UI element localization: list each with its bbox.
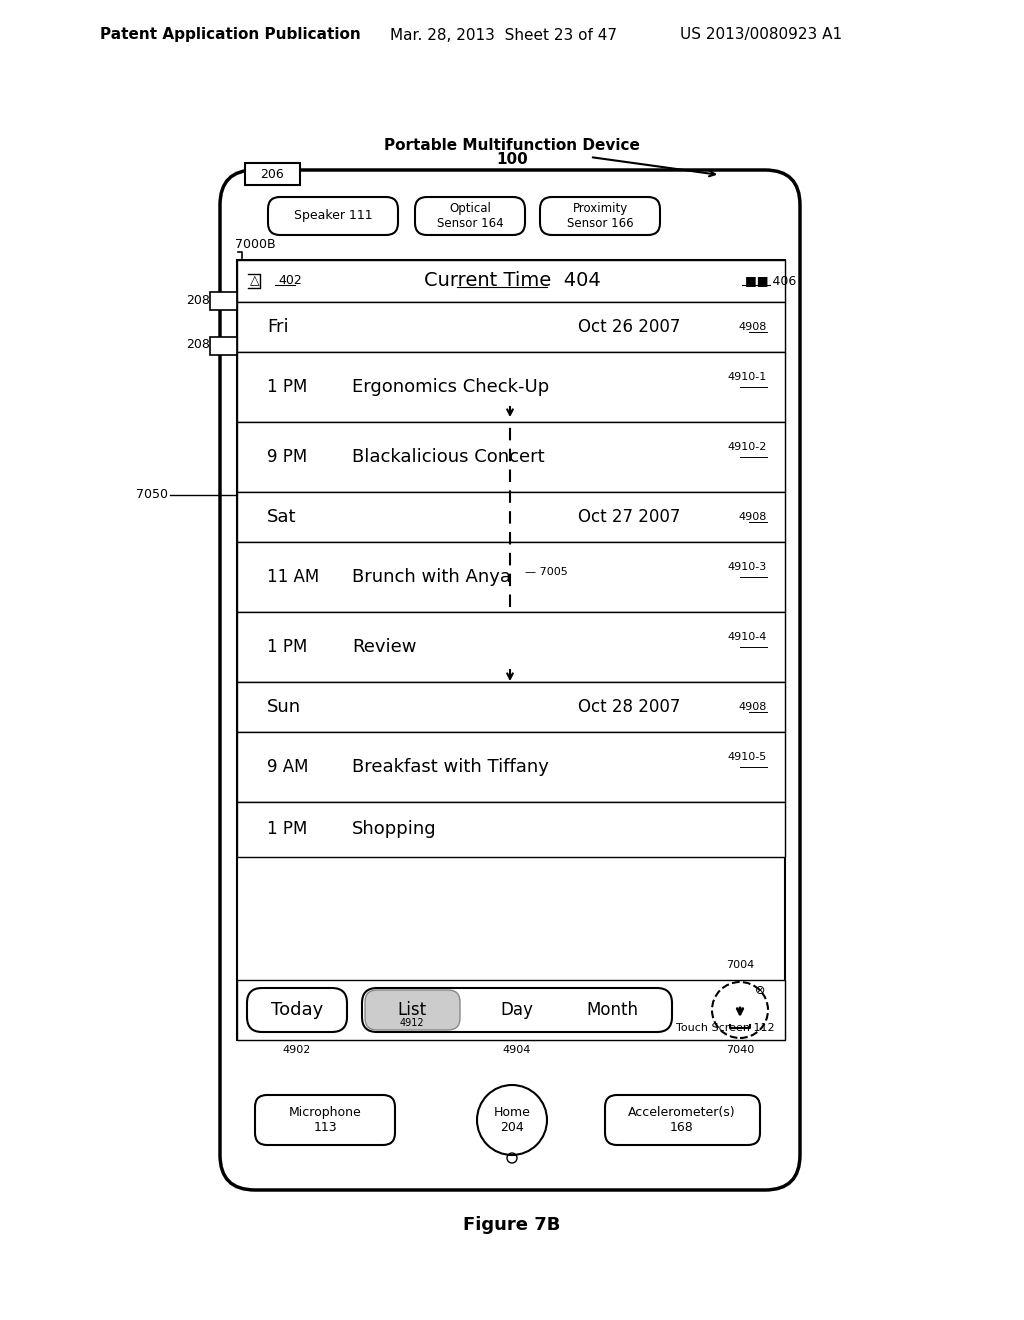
- Text: Today: Today: [271, 1001, 324, 1019]
- Text: Patent Application Publication: Patent Application Publication: [100, 28, 360, 42]
- Text: Optical
Sensor 164: Optical Sensor 164: [436, 202, 504, 230]
- Bar: [237, 302, 785, 352]
- Text: 4912: 4912: [399, 1018, 424, 1028]
- Text: 4910-2: 4910-2: [728, 442, 767, 451]
- Text: Blackalicious Concert: Blackalicious Concert: [352, 447, 545, 466]
- Text: 208: 208: [186, 338, 210, 351]
- Bar: [237, 682, 785, 733]
- Text: Brunch with Anya: Brunch with Anya: [352, 568, 511, 586]
- Text: 4910-5: 4910-5: [728, 752, 767, 762]
- Text: Fri: Fri: [267, 318, 289, 337]
- Text: Oct 27 2007: Oct 27 2007: [578, 508, 680, 525]
- Text: US 2013/0080923 A1: US 2013/0080923 A1: [680, 28, 842, 42]
- Text: Proximity
Sensor 166: Proximity Sensor 166: [566, 202, 633, 230]
- Bar: [237, 422, 785, 492]
- Text: 1 PM: 1 PM: [267, 378, 307, 396]
- FancyBboxPatch shape: [605, 1096, 760, 1144]
- Text: Home
204: Home 204: [494, 1106, 530, 1134]
- Text: Portable Multifunction Device: Portable Multifunction Device: [384, 137, 640, 153]
- Bar: [237, 979, 785, 1040]
- Text: 7000B: 7000B: [234, 239, 275, 252]
- Text: — 7005: — 7005: [525, 568, 567, 577]
- Text: 402: 402: [278, 275, 302, 288]
- Text: 4910-1: 4910-1: [728, 372, 767, 381]
- Text: Oct 26 2007: Oct 26 2007: [578, 318, 680, 337]
- Text: 100: 100: [496, 153, 528, 168]
- Text: 4908: 4908: [738, 322, 767, 333]
- FancyBboxPatch shape: [220, 170, 800, 1191]
- Text: ■■ 406: ■■ 406: [745, 275, 797, 288]
- Text: List: List: [397, 1001, 427, 1019]
- Text: 4908: 4908: [738, 702, 767, 711]
- FancyBboxPatch shape: [415, 197, 525, 235]
- Bar: [237, 352, 785, 422]
- Text: 4910-4: 4910-4: [728, 632, 767, 642]
- Text: 1 PM: 1 PM: [267, 821, 307, 838]
- Text: 4910-3: 4910-3: [728, 562, 767, 572]
- Text: 4908: 4908: [738, 512, 767, 521]
- Text: 1 PM: 1 PM: [267, 638, 307, 656]
- FancyBboxPatch shape: [268, 197, 398, 235]
- Bar: [245, 162, 300, 185]
- Text: Speaker 111: Speaker 111: [294, 210, 373, 223]
- Bar: [210, 292, 237, 310]
- Bar: [237, 612, 785, 682]
- Text: Breakfast with Tiffany: Breakfast with Tiffany: [352, 758, 549, 776]
- Text: Ergonomics Check-Up: Ergonomics Check-Up: [352, 378, 549, 396]
- Text: Shopping: Shopping: [352, 821, 436, 838]
- FancyBboxPatch shape: [255, 1096, 395, 1144]
- Text: Current Time  404: Current Time 404: [424, 272, 600, 290]
- Text: 4902: 4902: [283, 1045, 311, 1055]
- Text: Sun: Sun: [267, 698, 301, 715]
- Text: Oct 28 2007: Oct 28 2007: [578, 698, 680, 715]
- Text: ⊗: ⊗: [755, 983, 765, 997]
- Text: 7050: 7050: [136, 488, 168, 502]
- FancyBboxPatch shape: [247, 987, 347, 1032]
- Text: Month: Month: [586, 1001, 638, 1019]
- Text: Accelerometer(s)
168: Accelerometer(s) 168: [628, 1106, 736, 1134]
- Text: 11 AM: 11 AM: [267, 568, 319, 586]
- Text: Day: Day: [501, 1001, 534, 1019]
- Bar: [210, 337, 237, 355]
- FancyBboxPatch shape: [362, 987, 672, 1032]
- Text: Figure 7B: Figure 7B: [463, 1216, 561, 1234]
- Text: 4904: 4904: [503, 1045, 531, 1055]
- Bar: [237, 492, 785, 543]
- Bar: [237, 803, 785, 857]
- Text: △: △: [250, 275, 260, 288]
- Text: Mar. 28, 2013  Sheet 23 of 47: Mar. 28, 2013 Sheet 23 of 47: [390, 28, 617, 42]
- Text: 9 AM: 9 AM: [267, 758, 308, 776]
- Text: Touch Screen 112: Touch Screen 112: [677, 1023, 775, 1034]
- Text: Sat: Sat: [267, 508, 297, 525]
- Bar: [237, 260, 785, 302]
- FancyBboxPatch shape: [365, 990, 460, 1030]
- Text: 206: 206: [260, 168, 284, 181]
- Text: 7040: 7040: [726, 1045, 754, 1055]
- Bar: [237, 733, 785, 803]
- Text: Review: Review: [352, 638, 417, 656]
- Text: 7004: 7004: [726, 960, 754, 970]
- Bar: [237, 543, 785, 612]
- Text: Microphone
113: Microphone 113: [289, 1106, 361, 1134]
- Text: 208: 208: [186, 293, 210, 306]
- FancyBboxPatch shape: [540, 197, 660, 235]
- Bar: [237, 260, 785, 1040]
- Text: 9 PM: 9 PM: [267, 447, 307, 466]
